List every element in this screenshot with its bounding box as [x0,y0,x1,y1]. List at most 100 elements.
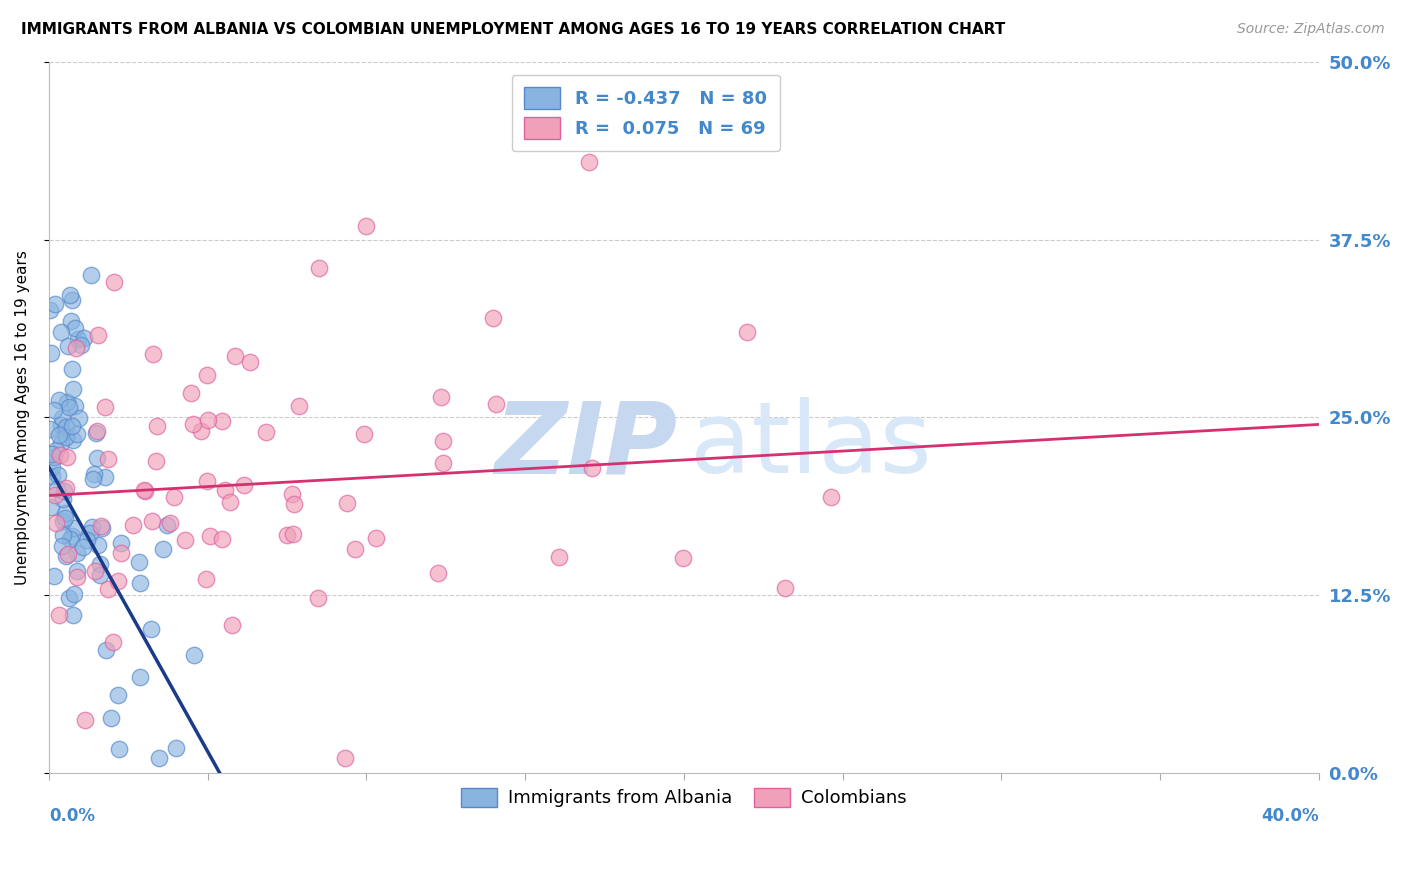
Point [66,546,89,560]
Point [52,528,75,542]
Point [72,540,94,554]
Point [195,572,218,586]
Point [82,472,104,486]
Point [65,341,87,355]
Point [110,535,132,549]
Point [48,427,70,442]
Point [51,325,73,339]
Point [39,422,62,436]
Point [79,526,101,541]
Point [60,361,83,376]
Point [53,506,76,520]
Point [42,403,65,417]
Point [426,566,449,580]
Point [195,474,218,488]
Point [142,347,165,361]
Point [76,533,98,547]
Point [52,514,75,528]
Point [89,557,111,571]
Point [60,293,83,308]
Point [141,514,163,528]
Point [122,518,145,533]
Point [56,339,79,353]
Point [87,327,110,342]
Point [103,275,125,289]
Point [232,477,254,491]
Point [93,470,115,484]
Point [62,382,84,396]
Point [287,399,309,413]
Point [89,567,111,582]
Point [48,392,70,407]
Point [53,511,76,525]
Point [101,635,124,649]
Point [484,397,506,411]
Point [63,399,86,413]
Point [152,541,174,556]
Point [336,496,359,510]
Point [139,622,162,636]
Point [55,549,77,564]
Point [62,434,84,448]
Point [190,424,212,438]
Text: 0.0%: 0.0% [49,806,94,824]
Point [100,711,122,725]
Point [482,310,505,325]
Point [58,591,80,605]
Point [107,689,129,703]
Point [70,337,93,351]
Legend: Immigrants from Albania, Colombians: Immigrants from Albania, Colombians [454,780,914,814]
Point [52,484,75,499]
Point [224,349,246,363]
Point [221,617,243,632]
Point [214,483,236,497]
Point [197,413,219,427]
Point [128,555,150,569]
Point [211,414,233,428]
Point [548,549,571,564]
Point [134,483,156,497]
Point [195,368,218,383]
Point [44,569,66,583]
Text: IMMIGRANTS FROM ALBANIA VS COLOMBIAN UNEMPLOYMENT AMONG AGES 16 TO 19 YEARS CORR: IMMIGRANTS FROM ALBANIA VS COLOMBIAN UNE… [21,22,1005,37]
Point [59,532,82,546]
Point [134,483,156,498]
Point [97,451,120,466]
Point [578,154,600,169]
Point [307,591,329,605]
Point [65,320,87,334]
Point [254,425,277,439]
Point [110,546,132,560]
Point [44,296,66,310]
Y-axis label: Unemployment Among Ages 16 to 19 years: Unemployment Among Ages 16 to 19 years [15,250,30,585]
Point [84,564,107,578]
Point [49,417,72,432]
Point [49,448,72,462]
Point [344,541,367,556]
Point [46,467,69,482]
Point [159,516,181,531]
Point [45,516,67,530]
Point [44,450,66,464]
Point [87,538,110,552]
Point [108,741,131,756]
Point [46,482,69,496]
Text: Source: ZipAtlas.com: Source: ZipAtlas.com [1237,22,1385,37]
Point [52,492,75,507]
Point [67,332,90,346]
Point [145,454,167,468]
Point [44,488,66,502]
Point [671,551,693,566]
Point [96,643,118,657]
Point [180,386,202,401]
Point [55,420,77,434]
Point [60,529,83,543]
Point [129,576,152,591]
Point [735,325,758,339]
Point [45,442,67,457]
Point [129,670,152,684]
Point [66,564,89,578]
Point [90,521,112,535]
Point [51,539,73,553]
Point [308,261,330,276]
